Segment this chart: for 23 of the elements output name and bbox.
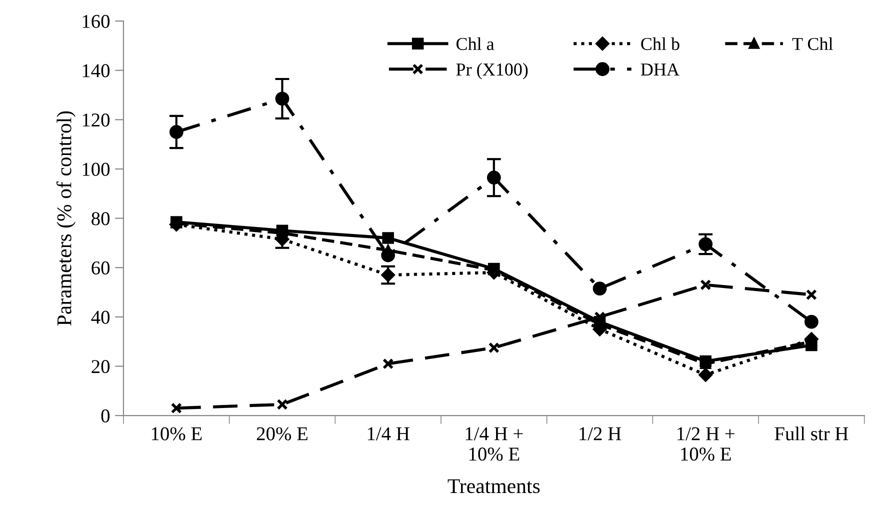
x-tick-label: 1/4 H + 10% E xyxy=(466,427,523,461)
x-tick-label: 1/2 H xyxy=(580,427,622,440)
y-tick-label: 0 xyxy=(101,409,110,422)
x-axis-title: Treatments xyxy=(448,479,540,494)
legend-label: Pr (X100) xyxy=(456,62,528,80)
legend-label: Chl b xyxy=(641,37,680,50)
y-tick-label: 160 xyxy=(82,14,110,28)
x-tick-label: 20% E xyxy=(256,427,308,440)
x-tick-label: 1/4 H xyxy=(368,427,410,440)
x-tick-label: 1/2 H + 10% E xyxy=(678,427,734,461)
y-tick-label: 40 xyxy=(91,310,110,324)
y-axis-title: Parameters (% of control) xyxy=(56,111,76,326)
x-tick-label: 10% E xyxy=(152,427,202,440)
y-tick-label: 20 xyxy=(92,360,110,374)
legend-label: DHA xyxy=(640,64,680,76)
y-tick-label: 80 xyxy=(92,212,110,226)
y-tick-label: 120 xyxy=(82,113,110,127)
y-tick-label: 140 xyxy=(82,64,110,78)
x-tick-label: Full str H xyxy=(774,426,848,440)
y-tick-label: 100 xyxy=(82,162,110,176)
y-tick-label: 60 xyxy=(92,261,110,275)
legend-label: T Chl xyxy=(792,37,833,50)
legend-label: Chl a xyxy=(456,37,494,50)
